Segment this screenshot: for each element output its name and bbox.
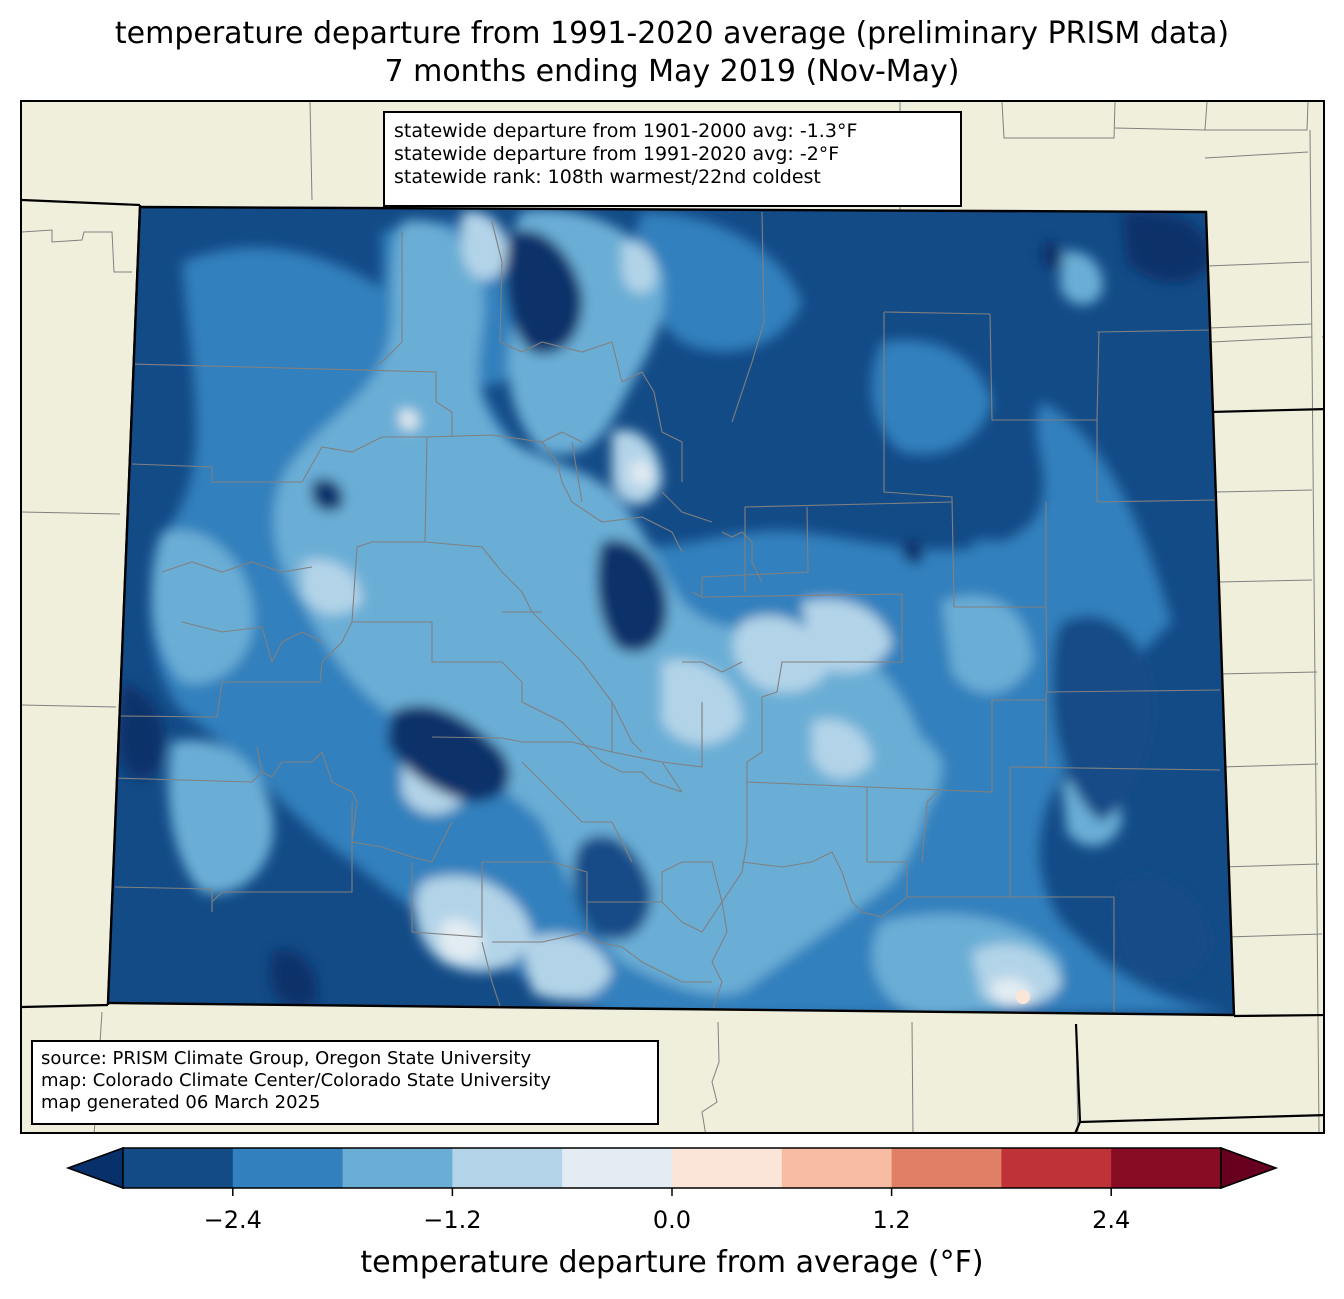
colorbar-segment (342, 1148, 453, 1188)
stats-departure-1991-2020: statewide departure from 1991-2020 avg: … (394, 143, 840, 165)
colorbar-extend-low (65, 1146, 124, 1190)
colorbar-tick-label: −2.4 (203, 1206, 262, 1234)
colorbar-segment (562, 1148, 673, 1188)
colorbar-extend-high (1220, 1146, 1279, 1190)
generated-date-line: map generated 06 March 2025 (41, 1092, 321, 1113)
colorado-county-lines (111, 211, 1221, 1013)
map-title: temperature departure from 1991-2020 ave… (114, 16, 1230, 51)
warm-spot (1016, 990, 1030, 1004)
colorbar-tick-label: 1.2 (872, 1206, 911, 1234)
map-frame (20, 100, 1325, 1134)
colorbar-tick-label: 0.0 (652, 1206, 692, 1234)
colorbar-segment (781, 1148, 893, 1188)
colorado-border (106, 205, 1236, 1017)
map-subtitle: 7 months ending May 2019 (Nov-May) (384, 54, 960, 89)
colorbar-segment (452, 1148, 563, 1188)
colorbar-ticks (232, 1188, 1112, 1196)
colorbar-segment (1001, 1148, 1112, 1188)
source-box: source: PRISM Climate Group, Oregon Stat… (31, 1040, 659, 1125)
source-line: source: PRISM Climate Group, Oregon Stat… (41, 1048, 532, 1069)
colorado-map (22, 102, 1323, 1132)
neighbor-county-lines (22, 102, 1323, 1132)
colorbar-segment (123, 1148, 234, 1188)
map-credit-line: map: Colorado Climate Center/Colorado St… (41, 1070, 551, 1091)
colorbar-tick-label: −1.2 (423, 1206, 482, 1234)
colorbar (65, 1146, 1279, 1196)
stats-rank: statewide rank: 108th warmest/22nd colde… (394, 166, 821, 188)
colorbar-label: temperature departure from average (°F) (360, 1245, 984, 1280)
temperature-departure-surface (108, 207, 1234, 1015)
colorbar-segment (1111, 1148, 1222, 1188)
colorbar-tick-label: 2.4 (1092, 1206, 1131, 1234)
colorbar-segment (672, 1148, 783, 1188)
stats-departure-1901-2000: statewide departure from 1901-2000 avg: … (394, 120, 858, 142)
colorbar-segment (891, 1148, 1002, 1188)
colorbar-segment (232, 1148, 344, 1188)
statewide-stats-box: statewide departure from 1901-2000 avg: … (383, 111, 962, 207)
colorbar-segments (65, 1146, 1279, 1190)
